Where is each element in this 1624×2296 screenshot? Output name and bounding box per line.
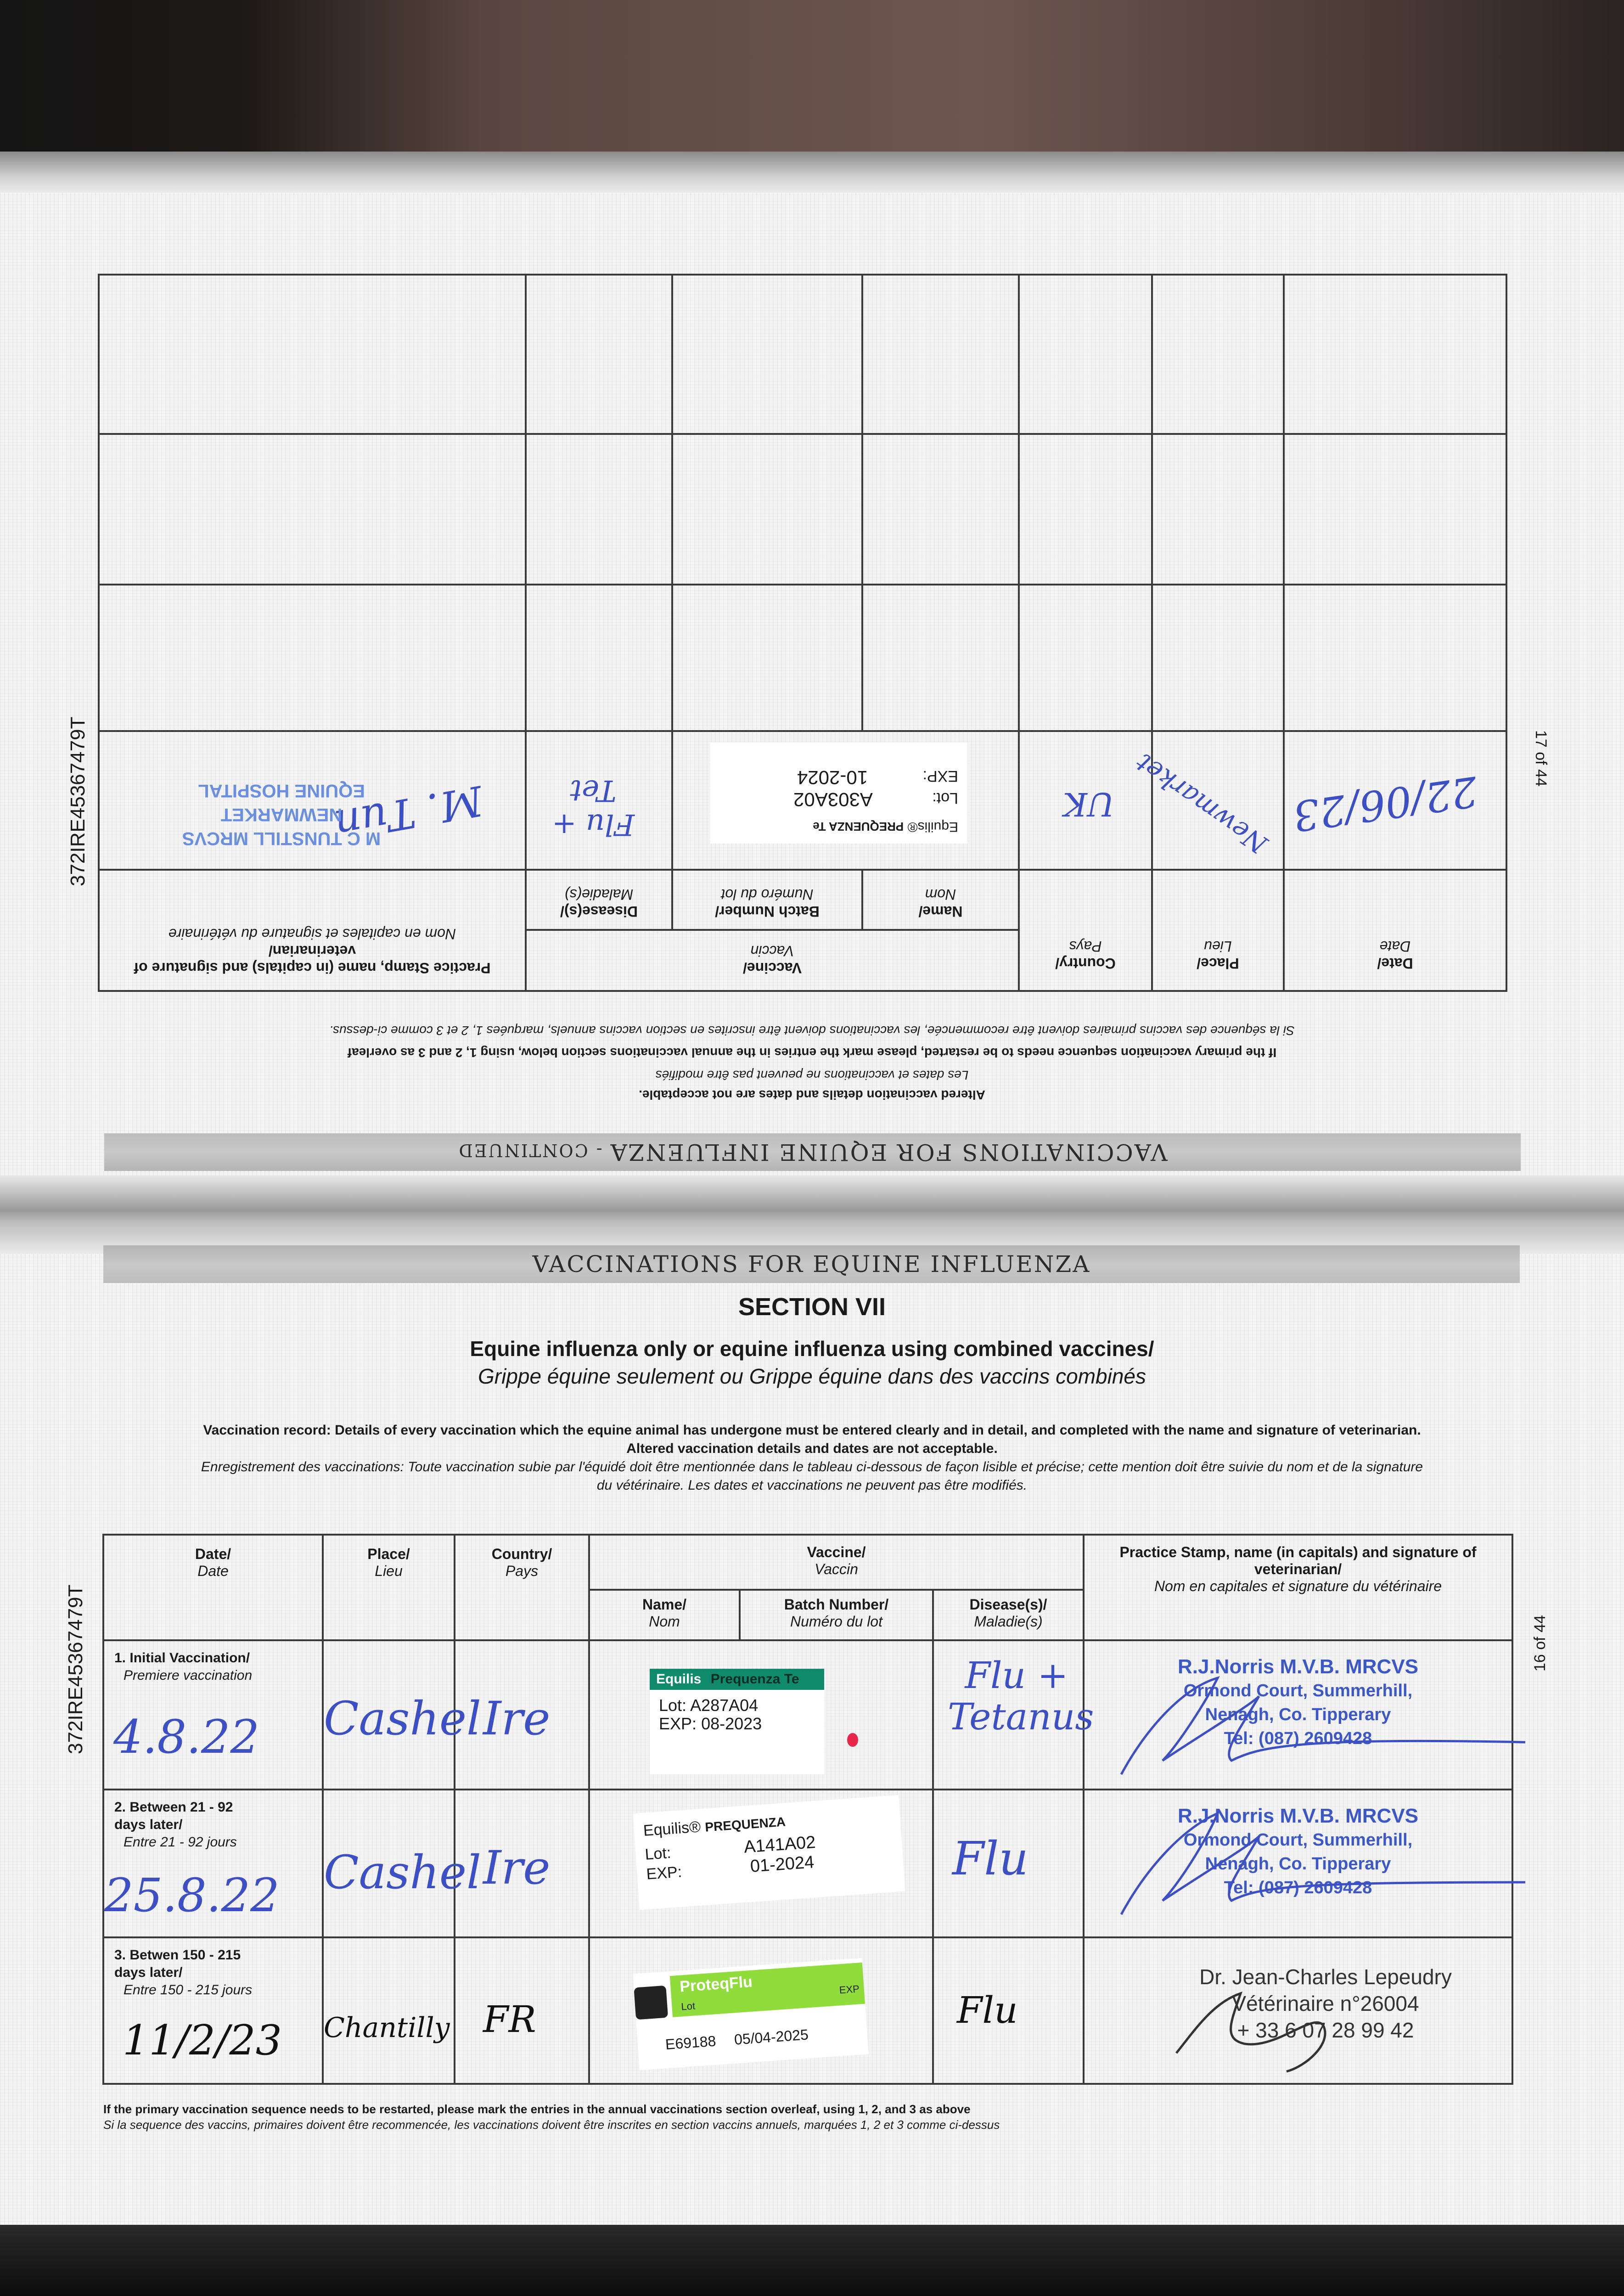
vaccine-sticker: Equilis® PREQUENZA Lot: A141A02 EXP: 01-… xyxy=(633,1795,905,1910)
upper-page: VACCINATIONS FOR EQUINE INFLUENZA - CONT… xyxy=(0,147,1624,1240)
cell-disease: Flu xyxy=(932,1936,1085,2085)
note-altered-fr: Les dates et vaccinations ne peuvent pas… xyxy=(655,1068,969,1082)
scanner-background-bottom xyxy=(0,2225,1624,2296)
band-suffix: - CONTINUED xyxy=(457,1140,609,1160)
table-row-empty xyxy=(99,434,1506,585)
header-vaccine: Vaccine/Vaccin xyxy=(526,930,1019,991)
cell-place: Chantilly xyxy=(322,1936,455,2085)
page-edge xyxy=(0,152,1624,193)
signature xyxy=(1120,1811,1526,1915)
footer-note: If the primary vaccination sequence need… xyxy=(103,2102,971,2116)
proteqflu-logo-icon xyxy=(634,1985,669,2020)
note-altered: Altered vaccination details and dates ar… xyxy=(639,1088,985,1102)
vaccine-sticker: ProteqFlu EXP Lot E69188 05/04-2025 xyxy=(633,1958,869,2071)
ink-mark xyxy=(847,1733,858,1747)
header-date: Date/Date xyxy=(102,1534,324,1641)
header-place: Place/Lieu xyxy=(1152,870,1284,991)
header-country: Country/Pays xyxy=(454,1534,590,1641)
table-row: 3. Betwen 150 - 215 days later/Entre 150… xyxy=(102,1936,1513,2085)
header-place: Place/Lieu xyxy=(322,1534,455,1641)
vaccine-sticker: Equilis® PREQUENZA Te Lot: A303A02 EXP: … xyxy=(710,743,967,844)
upper-band-title: VACCINATIONS FOR EQUINE INFLUENZA - CONT… xyxy=(104,1133,1521,1171)
cell-disease: Flu + Tetanus xyxy=(932,1639,1094,1790)
document-id-lower: 372IRE45367479T xyxy=(64,1584,87,1754)
note-restart-fr: Si la séquence des vaccins primaires doi… xyxy=(329,1024,1295,1038)
header-stamp: Practice Stamp, name (in capitals) and s… xyxy=(99,870,526,991)
section-title: SECTION VII xyxy=(738,1293,886,1321)
cell-stamp: R.J.Norris M.V.B. MRCVS Ormond Court, Sum… xyxy=(1083,1789,1526,1938)
intro-text-fr-2: du vétérinaire. Les dates et vaccination… xyxy=(596,1478,1028,1493)
cell-date: 22/06/23 xyxy=(1284,731,1506,870)
table-row-empty xyxy=(99,585,1506,731)
row-label: 2. Between 21 - 92 days later/Entre 21 -… xyxy=(114,1800,237,1850)
row-label: 3. Betwen 150 - 215 days later/Entre 150… xyxy=(114,1947,253,1998)
cell-country: FR xyxy=(454,1936,590,2085)
intro-text-fr: Enregistrement des vaccinations: Toute v… xyxy=(201,1459,1423,1474)
vaccine-sticker: Equilis Prequenza Te Lot: A287A04 EXP: 08… xyxy=(650,1669,824,1774)
page-fold xyxy=(0,1176,1624,1254)
cell-disease: Flu + Tet xyxy=(526,731,672,870)
table-row: 1. Initial Vaccination/Premiere vaccinat… xyxy=(102,1639,1526,1790)
cell-vaccine: Equilis Prequenza Te Lot: A287A04 EXP: 08… xyxy=(588,1639,934,1790)
header-name: Name/Nom xyxy=(588,1589,741,1641)
cell-stamp: Dr. Jean-Charles Lepeudry Vétérinaire n°2… xyxy=(1083,1936,1513,2085)
table-row-empty xyxy=(99,275,1506,434)
note-restart: If the primary vaccination sequence need… xyxy=(347,1046,1277,1060)
subtitle-fr: Grippe équine seulement ou Grippe équine… xyxy=(478,1364,1146,1388)
intro-text: Vaccination record: Details of every vac… xyxy=(203,1423,1421,1438)
cell-vaccine: Equilis® PREQUENZA Te Lot: A303A02 EXP: … xyxy=(672,731,1019,870)
cell-country: Ire xyxy=(454,1639,590,1790)
subtitle: Equine influenza only or equine influenz… xyxy=(470,1337,1154,1361)
cell-stamp: R.J.Norris M.V.B. MRCVS Ormond Court, Sum… xyxy=(1083,1639,1526,1790)
cell-stamp: M. Tun M C TUNSTILL MRCVS NEWMARKET EQUINE… xyxy=(99,731,526,870)
lower-vaccination-table: Date/Date Place/Lieu Country/Pays Vaccin… xyxy=(102,1534,1526,2085)
cell-date: 2. Between 21 - 92 days later/Entre 21 -… xyxy=(102,1789,324,1938)
cell-date: 3. Betwen 150 - 215 days later/Entre 150… xyxy=(102,1936,324,2085)
signature xyxy=(1120,1676,1526,1775)
cell-country: Ire xyxy=(454,1789,590,1938)
header-vaccine: Vaccine/Vaccin xyxy=(588,1534,1085,1591)
table-row: 2. Between 21 - 92 days later/Entre 21 -… xyxy=(102,1789,1526,1938)
page-number-lower: 16 of 44 xyxy=(1531,1615,1549,1671)
document-id-upper: 372IRE45367479T xyxy=(67,716,89,886)
signature xyxy=(1175,1992,1326,2073)
lower-band-title: VACCINATIONS FOR EQUINE INFLUENZA xyxy=(103,1245,1520,1283)
cell-date: 1. Initial Vaccination/Premiere vaccinat… xyxy=(102,1639,324,1790)
intro-text-2: Altered vaccination details and dates ar… xyxy=(626,1441,998,1456)
upper-page-paper xyxy=(0,193,1624,1176)
band-title-text: VACCINATIONS FOR EQUINE INFLUENZA xyxy=(609,1139,1168,1165)
cell-disease: Flu xyxy=(932,1789,1085,1938)
table-row: 22/06/23 Newmarket UK Equilis® PREQUENZA… xyxy=(99,731,1506,870)
upper-vaccination-table: Date/Date Place/Lieu Country/Pays Vaccin… xyxy=(98,274,1507,992)
cell-vaccine: Equilis® PREQUENZA Lot: A141A02 EXP: 01-… xyxy=(588,1789,934,1938)
cell-country: UK xyxy=(1019,731,1152,870)
row-label: 1. Initial Vaccination/Premiere vaccinat… xyxy=(114,1650,253,1683)
page-number-upper: 17 of 44 xyxy=(1532,730,1550,787)
footer-note-fr: Si la sequence des vaccins, primaires do… xyxy=(103,2118,1000,2132)
header-name: Name/Nom xyxy=(862,870,1019,930)
header-batch: Batch Number/Numéro du lot xyxy=(739,1589,934,1641)
header-stamp: Practice Stamp, name (in capitals) and s… xyxy=(1083,1534,1513,1641)
header-disease: Disease(s)/Maladie(s) xyxy=(526,870,672,930)
scanner-background xyxy=(0,0,1624,152)
cell-place: Newmarket xyxy=(1131,731,1284,870)
cell-place: Cashel xyxy=(322,1639,481,1790)
cell-place: Cashel xyxy=(322,1789,481,1938)
cell-vaccine: ProteqFlu EXP Lot E69188 05/04-2025 xyxy=(588,1936,934,2085)
header-batch: Batch Number/Numéro du lot xyxy=(672,870,862,930)
header-date: Date/Date xyxy=(1284,870,1506,991)
header-disease: Disease(s)/Maladie(s) xyxy=(932,1589,1085,1641)
header-country: Country/Pays xyxy=(1019,870,1152,991)
practice-stamp: M C TUNSTILL MRCVS NEWMARKET EQUINE HOSPIT… xyxy=(182,781,381,849)
